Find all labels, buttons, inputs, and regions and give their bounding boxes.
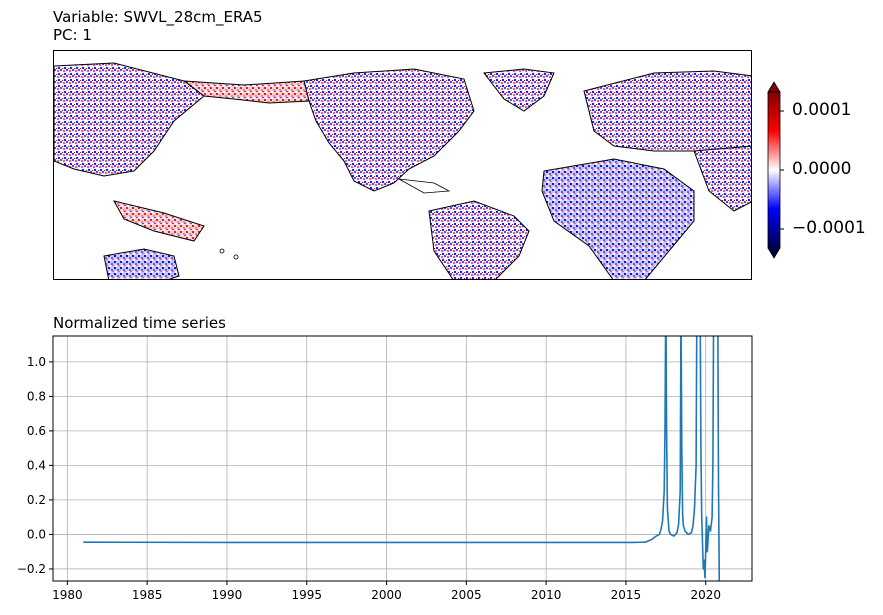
x-tick-label: 2005 bbox=[451, 588, 482, 602]
landmass-greenland bbox=[483, 68, 555, 112]
colorbar-gradient bbox=[767, 91, 781, 249]
x-tick-label: 1980 bbox=[52, 588, 83, 602]
time-series-chart: 1980 1985 1990 1995 2000 2005 2010 2015 2020 −0.… bbox=[17, 335, 753, 602]
map-title-variable: Variable: SWVL_28cm_ERA5 bbox=[53, 8, 263, 26]
y-tick-label: 0.0 bbox=[27, 527, 46, 541]
landmass-africa bbox=[541, 158, 695, 279]
landmass-australia bbox=[103, 248, 180, 279]
landmass-island bbox=[233, 254, 239, 260]
x-tick-label: 2020 bbox=[690, 588, 721, 602]
y-tick-label: 0.6 bbox=[27, 424, 46, 438]
colorbar-tick-label-zero: 0.0000 bbox=[792, 159, 852, 179]
map-canvas bbox=[54, 62, 751, 279]
colorbar-extend-bottom bbox=[767, 247, 781, 259]
landmass-southeast-asia bbox=[113, 200, 205, 242]
x-tick-label: 1985 bbox=[132, 588, 163, 602]
x-tick-label: 1990 bbox=[212, 588, 243, 602]
colorbar-tick-label-low: −0.0001 bbox=[792, 218, 866, 238]
y-tick-label: 0.2 bbox=[27, 493, 46, 507]
colorbar-tick-label-high: 0.0001 bbox=[792, 100, 852, 120]
y-tick-label: 0.4 bbox=[27, 458, 46, 472]
y-tick-label: 0.8 bbox=[27, 389, 46, 403]
landmass-south-america bbox=[428, 200, 530, 279]
landmass-south-asia bbox=[693, 145, 751, 212]
colorbar bbox=[767, 81, 784, 259]
eof-spatial-map bbox=[53, 50, 752, 280]
x-tick-label: 2000 bbox=[371, 588, 402, 602]
x-tick-label: 2015 bbox=[611, 588, 642, 602]
landmass-east-asia bbox=[54, 62, 205, 177]
landmass-island bbox=[219, 248, 225, 254]
plot-frame bbox=[52, 335, 753, 582]
chart-title: Normalized time series bbox=[53, 314, 226, 332]
colorbar-extend-top bbox=[767, 81, 781, 93]
x-tick-label: 1995 bbox=[291, 588, 322, 602]
series-line-0 bbox=[83, 336, 721, 581]
y-tick-label: −0.2 bbox=[17, 562, 46, 576]
x-tick-label: 2010 bbox=[531, 588, 562, 602]
map-title-pc: PC: 1 bbox=[53, 26, 92, 44]
landmass-europe bbox=[583, 70, 751, 152]
y-tick-label: 1.0 bbox=[27, 355, 46, 369]
landmass-caribbean bbox=[398, 178, 451, 194]
landmass-alaska-canada bbox=[182, 80, 310, 104]
landmass-north-america bbox=[303, 68, 475, 192]
